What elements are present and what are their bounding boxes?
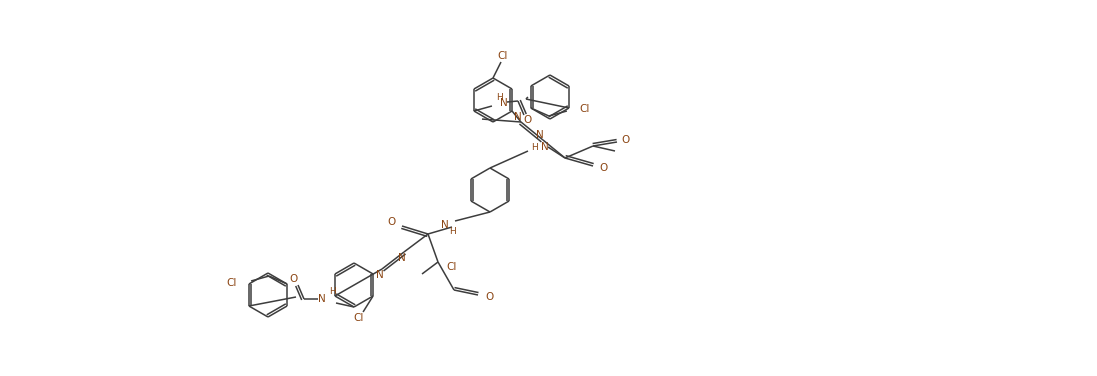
Text: H: H xyxy=(496,92,502,102)
Text: H: H xyxy=(450,227,456,237)
Text: Cl: Cl xyxy=(354,313,364,323)
Text: O: O xyxy=(599,163,607,173)
Text: N: N xyxy=(398,253,406,263)
Text: O: O xyxy=(622,135,630,145)
Text: N: N xyxy=(318,294,326,304)
Text: N: N xyxy=(536,130,544,140)
Text: Cl: Cl xyxy=(498,51,508,61)
Text: H: H xyxy=(531,143,538,152)
Text: Cl: Cl xyxy=(579,104,589,114)
Text: N: N xyxy=(441,220,449,230)
Text: N: N xyxy=(500,98,508,108)
Text: N: N xyxy=(514,112,522,122)
Text: O: O xyxy=(387,217,395,227)
Text: O: O xyxy=(485,292,494,302)
Text: H: H xyxy=(329,288,336,297)
Text: O: O xyxy=(524,115,532,125)
Text: Cl: Cl xyxy=(446,262,456,272)
Text: N: N xyxy=(376,270,384,280)
Text: O: O xyxy=(290,274,298,284)
Text: N: N xyxy=(541,142,548,152)
Text: Cl: Cl xyxy=(227,278,237,288)
